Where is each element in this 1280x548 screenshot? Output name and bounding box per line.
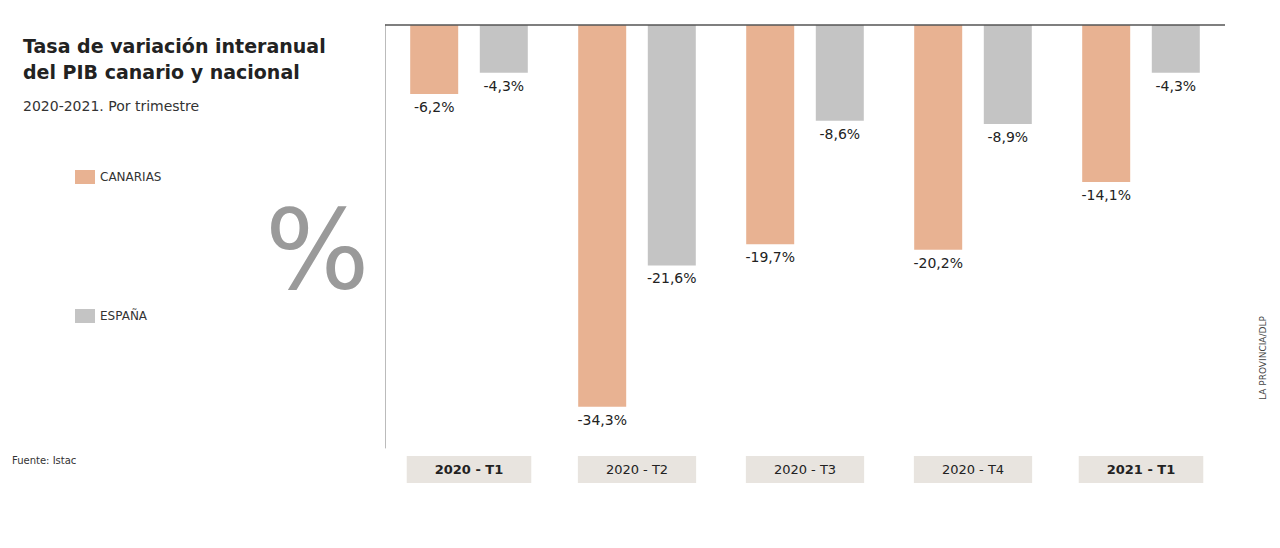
svg-text:-4,3%: -4,3% (1155, 78, 1196, 94)
svg-text:ESPAÑA: ESPAÑA (100, 308, 148, 323)
svg-text:2021 - T1: 2021 - T1 (1107, 462, 1176, 477)
svg-text:CANARIAS: CANARIAS (100, 170, 161, 184)
svg-text:-8,9%: -8,9% (987, 129, 1028, 145)
svg-text:2020-2021. Por trimestre: 2020-2021. Por trimestre (23, 98, 199, 114)
svg-text:-19,7%: -19,7% (745, 249, 795, 265)
svg-text:%: % (265, 186, 370, 314)
svg-text:2020 - T4: 2020 - T4 (942, 462, 1004, 477)
svg-text:-8,6%: -8,6% (819, 126, 860, 142)
svg-text:2020 - T3: 2020 - T3 (774, 462, 836, 477)
svg-text:del PIB canario y nacional: del PIB canario y nacional (23, 61, 300, 83)
svg-text:2020 - T1: 2020 - T1 (435, 462, 504, 477)
svg-text:LA PROVINCIA/DLP: LA PROVINCIA/DLP (1258, 316, 1268, 400)
svg-text:Fuente: Istac: Fuente: Istac (12, 455, 76, 466)
svg-text:-34,3%: -34,3% (577, 412, 627, 428)
svg-text:-20,2%: -20,2% (913, 255, 963, 271)
svg-text:Tasa de variación interanual: Tasa de variación interanual (23, 35, 332, 57)
svg-text:-6,2%: -6,2% (414, 99, 455, 115)
svg-text:-4,3%: -4,3% (483, 78, 524, 94)
svg-text:2020 - T2: 2020 - T2 (606, 462, 668, 477)
svg-text:-14,1%: -14,1% (1081, 187, 1131, 203)
svg-text:-21,6%: -21,6% (647, 270, 697, 286)
